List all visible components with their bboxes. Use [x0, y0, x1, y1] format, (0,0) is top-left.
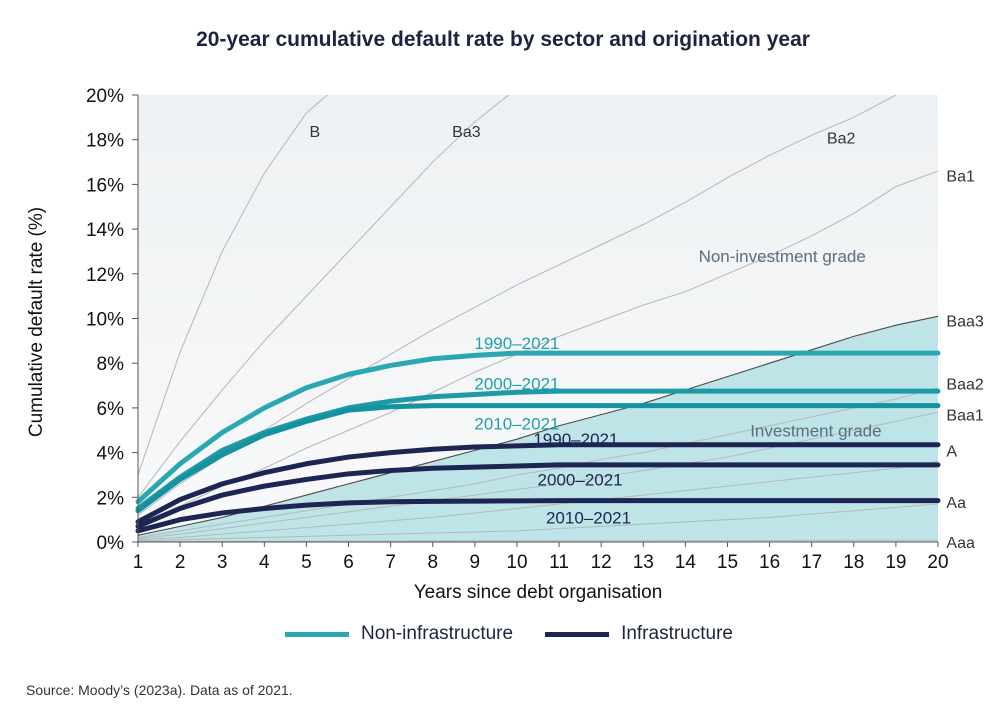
axis-ticks: 0%2%4%6%8%10%12%14%16%18%20%1 2 3 4 5 6 7 8 9 10 1…: [86, 86, 949, 573]
series-line-non-infrastructure-1990-2021: [135, 350, 941, 505]
y-tick-label: 2%: [97, 488, 125, 509]
source-note: Source: Moody’s (2023a). Data as of 2021…: [26, 682, 293, 698]
legend-swatch-non-infrastructure: [285, 631, 349, 637]
rating-label-baa2: Baa2: [946, 376, 983, 393]
series-line-infrastructure-2010-2021: [135, 498, 941, 534]
x-tick-label: 7: [385, 552, 396, 573]
region-label-investment-grade: Investment grade: [750, 421, 881, 440]
rating-label-b: B: [310, 124, 321, 141]
x-tick-label: 2: [175, 552, 186, 573]
rating-label-ba3: Ba3: [452, 124, 481, 141]
x-tick-label: 19: [885, 552, 906, 573]
series-label-infrastructure-2010-2021: 2010–2021: [546, 508, 631, 527]
legend: Non-infrastructure Infrastructure: [285, 622, 765, 646]
y-tick-label: 20%: [86, 86, 124, 107]
series-label-non-infrastructure-2010-2021: 2010–2021: [474, 415, 559, 434]
x-tick-label: 4: [259, 552, 270, 573]
y-tick-label: 4%: [97, 444, 125, 465]
rating-label-baa1: Baa1: [946, 408, 983, 425]
rating-curve-ba3: [138, 95, 509, 498]
x-tick-label: 13: [633, 552, 654, 573]
series-line-infrastructure-1990-2021: [135, 442, 941, 525]
rating-curve-ba1: [138, 170, 938, 525]
rating-curve-baa1: [138, 411, 938, 540]
rating-curve-a: [138, 461, 938, 541]
legend-item-infrastructure: Infrastructure: [545, 623, 733, 645]
series-label-infrastructure-2000-2021: 2000–2021: [538, 470, 623, 489]
x-tick-label: 10: [506, 552, 527, 573]
rating-label-aaa: Aaa: [946, 535, 975, 552]
legend-swatch-infrastructure: [545, 631, 610, 637]
x-tick-label: 17: [801, 552, 822, 573]
series-line-infrastructure-2000-2021: [135, 462, 941, 529]
rating-label-baa3: Baa3: [946, 314, 983, 331]
x-tick-label: 20: [927, 552, 948, 573]
rating-curve-baa2: [138, 387, 938, 539]
rating-label-a: A: [946, 443, 957, 460]
investment-grade-area: [138, 316, 938, 542]
series-label-infrastructure-1990-2021: 1990–2021: [533, 430, 618, 449]
legend-item-non-infrastructure: Non-infrastructure: [285, 623, 513, 645]
y-axis-title: Cumulative default rate (%): [26, 207, 47, 437]
x-tick-label: 11: [549, 552, 569, 573]
y-tick-label: 14%: [86, 220, 124, 241]
series-lines: [135, 350, 941, 534]
x-tick-label: 9: [470, 552, 481, 573]
rating-curve-aa: [138, 503, 938, 542]
rating-label-aa: Aa: [946, 495, 966, 512]
x-tick-label: 5: [301, 552, 312, 573]
x-tick-label: 18: [843, 552, 864, 573]
legend-label-infrastructure: Infrastructure: [621, 623, 733, 644]
x-tick-label: 12: [591, 552, 612, 573]
y-tick-label: 6%: [97, 399, 125, 420]
x-tick-label: 16: [759, 552, 780, 573]
rating-curve-aaa: [138, 539, 938, 542]
x-tick-label: 8: [427, 552, 438, 573]
x-tick-label: 14: [675, 552, 697, 573]
legend-label-non-infrastructure: Non-infrastructure: [361, 623, 514, 644]
x-tick-label: 3: [217, 552, 228, 573]
y-tick-label: 16%: [86, 175, 124, 196]
rating-label-ba2: Ba2: [827, 130, 856, 147]
rating-curve-b: [138, 95, 328, 476]
rating-label-ba1: Ba1: [946, 168, 975, 185]
series-label-non-infrastructure-1990-2021: 1990–2021: [474, 334, 559, 353]
region-label-non-investment-grade: Non-investment grade: [699, 247, 866, 266]
y-tick-label: 12%: [86, 265, 124, 286]
x-tick-label: 15: [717, 552, 738, 573]
series-line-non-infrastructure-2010-2021: [135, 403, 941, 514]
x-tick-label: 6: [343, 552, 354, 573]
series-label-non-infrastructure-2000-2021: 2000–2021: [474, 374, 559, 393]
chart-title: 20-year cumulative default rate by secto…: [196, 28, 810, 51]
annotations: B Ba3 Ba2 Ba1 Baa3 Baa2 Baa1 A Aa Aaa Non-investme…: [310, 124, 984, 552]
y-tick-label: 8%: [97, 354, 125, 375]
y-tick-label: 18%: [86, 131, 124, 152]
x-tick-label: 1: [133, 552, 144, 573]
y-tick-label: 0%: [97, 533, 125, 554]
y-tick-label: 10%: [86, 310, 124, 331]
x-axis-title: Years since debt organisation: [414, 582, 663, 603]
